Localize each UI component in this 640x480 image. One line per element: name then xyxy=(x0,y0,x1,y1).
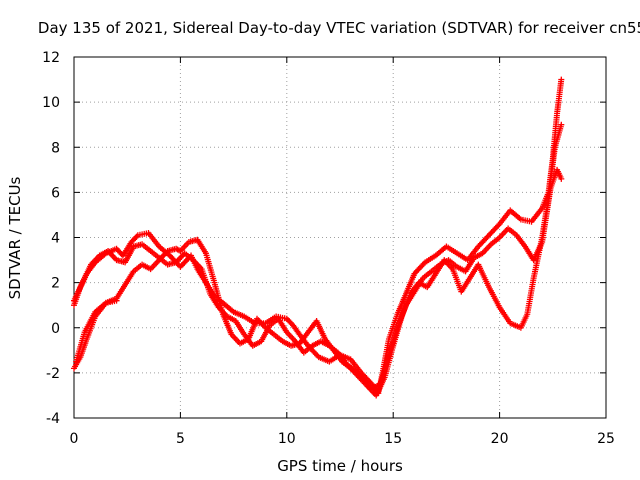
y-tick-label: 4 xyxy=(51,231,60,247)
grid xyxy=(74,57,606,418)
x-tick-label: 20 xyxy=(491,431,509,447)
y-tick-label: 10 xyxy=(42,95,60,111)
data-marks xyxy=(71,76,565,399)
y-axis-label: SDTVAR / TECUs xyxy=(6,176,24,299)
x-tick-label: 5 xyxy=(176,431,185,447)
data-point xyxy=(558,175,565,182)
y-tick-label: -4 xyxy=(46,411,60,427)
x-tick-label: 15 xyxy=(384,431,402,447)
x-axis-label: GPS time / hours xyxy=(277,457,403,475)
axis-ticks: 0 5 10 15 20 25 -4 -2 0 2 4 6 8 10 12 xyxy=(42,50,615,447)
x-tick-label: 0 xyxy=(70,431,79,447)
data-point xyxy=(558,76,565,83)
y-tick-label: 0 xyxy=(51,321,60,337)
chart-title: Day 135 of 2021, Sidereal Day-to-day VTE… xyxy=(38,19,640,37)
series-track-4 xyxy=(73,297,120,365)
x-tick-label: 25 xyxy=(597,431,615,447)
x-tick-label: 10 xyxy=(278,431,296,447)
data-point xyxy=(113,297,120,304)
y-tick-label: 8 xyxy=(51,140,60,156)
y-tick-label: 2 xyxy=(51,276,60,292)
series-track-1 xyxy=(71,76,565,397)
y-tick-label: 12 xyxy=(42,50,60,66)
series-track-3 xyxy=(71,166,565,392)
y-tick-label: -2 xyxy=(46,366,60,382)
data-point xyxy=(558,121,565,128)
y-tick-label: 6 xyxy=(51,185,60,201)
